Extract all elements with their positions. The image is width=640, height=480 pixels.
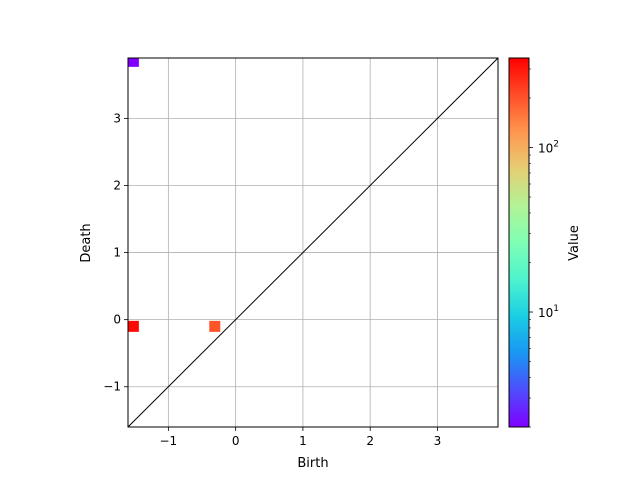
y-tick-label: 1 — [113, 246, 121, 260]
x-tick-label: 2 — [366, 434, 374, 448]
x-tick-label: 0 — [232, 434, 240, 448]
colorbar-gradient — [508, 57, 530, 428]
data-points — [128, 58, 221, 332]
colorbar-tick-label: 101 — [538, 304, 559, 320]
colorbar: 101 102 Value — [508, 57, 582, 428]
y-tick-label: 3 — [113, 111, 121, 125]
x-axis-ticks: −1 0 1 2 3 — [160, 427, 442, 448]
x-tick-label: 3 — [434, 434, 442, 448]
x-axis-label: Birth — [297, 456, 328, 471]
y-tick-label: 2 — [113, 178, 121, 192]
colorbar-label: Value — [567, 225, 582, 261]
y-axis-label: Death — [79, 223, 94, 262]
colorbar-ticks: 101 102 — [529, 68, 559, 428]
y-axis-ticks: −1 0 1 2 3 — [103, 111, 128, 394]
x-tick-label: 1 — [299, 434, 307, 448]
data-point — [128, 58, 139, 67]
y-tick-label: −1 — [103, 380, 121, 394]
data-point — [209, 320, 221, 332]
colorbar-tick-label: 102 — [538, 140, 559, 156]
x-tick-label: −1 — [160, 434, 178, 448]
y-tick-label: 0 — [113, 313, 121, 327]
plot-frame — [127, 57, 499, 428]
diagonal-line — [128, 58, 498, 427]
grid-lines — [128, 58, 498, 427]
data-point — [128, 320, 139, 332]
